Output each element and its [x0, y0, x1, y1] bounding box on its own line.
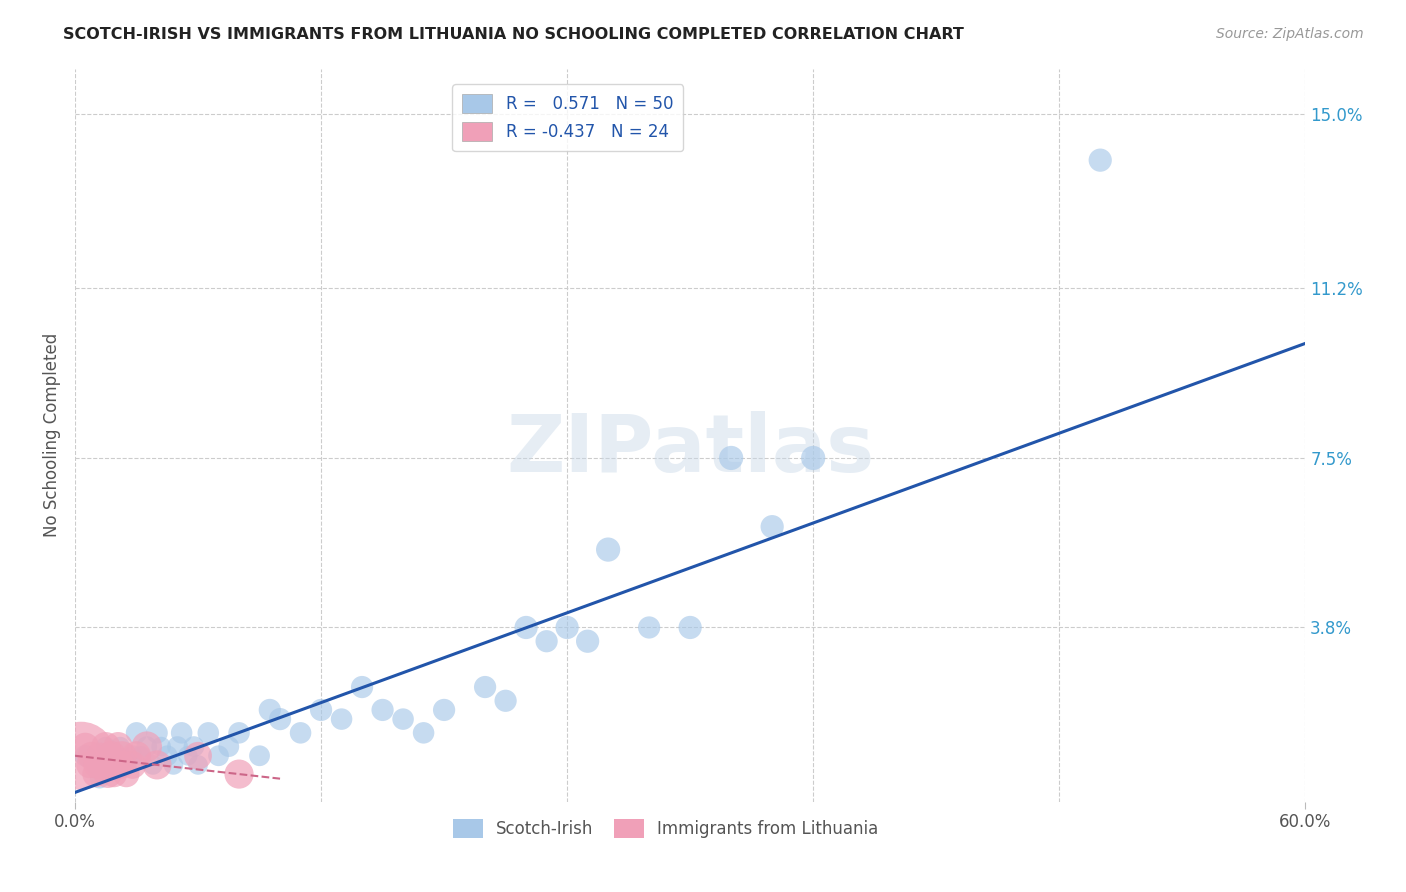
Point	[536, 634, 558, 648]
Point	[142, 758, 165, 772]
Point	[89, 748, 111, 763]
Point	[80, 748, 103, 763]
Point	[150, 739, 173, 754]
Point	[218, 739, 240, 754]
Point	[121, 758, 143, 772]
Point	[111, 748, 134, 763]
Legend: Scotch-Irish, Immigrants from Lithuania: Scotch-Irish, Immigrants from Lithuania	[446, 812, 884, 845]
Point	[392, 712, 415, 726]
Point	[352, 680, 374, 694]
Point	[75, 739, 97, 754]
Point	[761, 519, 783, 533]
Point	[249, 748, 271, 763]
Point	[228, 726, 250, 740]
Point	[89, 772, 111, 786]
Point	[70, 748, 93, 763]
Point	[135, 739, 157, 754]
Text: Source: ZipAtlas.com: Source: ZipAtlas.com	[1216, 27, 1364, 41]
Point	[166, 739, 188, 754]
Point	[115, 767, 138, 781]
Point	[576, 634, 599, 648]
Point	[309, 703, 332, 717]
Point	[125, 726, 148, 740]
Point	[183, 739, 205, 754]
Point	[86, 758, 108, 772]
Point	[330, 712, 353, 726]
Point	[94, 739, 117, 754]
Point	[84, 758, 107, 772]
Point	[107, 739, 129, 754]
Point	[187, 758, 209, 772]
Point	[105, 758, 128, 772]
Point	[720, 450, 742, 465]
Point	[495, 694, 517, 708]
Point	[1090, 153, 1112, 168]
Point	[801, 450, 824, 465]
Point	[98, 758, 121, 772]
Point	[259, 703, 281, 717]
Point	[105, 748, 128, 763]
Point	[598, 542, 620, 557]
Y-axis label: No Schooling Completed: No Schooling Completed	[44, 333, 60, 537]
Point	[207, 748, 229, 763]
Point	[177, 748, 200, 763]
Point	[108, 758, 131, 772]
Point	[135, 739, 157, 754]
Point	[170, 726, 193, 740]
Point	[97, 767, 120, 781]
Point	[146, 758, 169, 772]
Point	[121, 748, 143, 763]
Point	[228, 767, 250, 781]
Point	[125, 748, 148, 763]
Point	[129, 748, 152, 763]
Point	[101, 758, 124, 772]
Point	[103, 767, 125, 781]
Text: ZIPatlas: ZIPatlas	[506, 410, 875, 489]
Point	[162, 758, 184, 772]
Point	[156, 748, 179, 763]
Point	[474, 680, 496, 694]
Point	[269, 712, 291, 726]
Point	[515, 620, 537, 634]
Point	[371, 703, 394, 717]
Point	[197, 726, 219, 740]
Point	[101, 748, 124, 763]
Point	[555, 620, 578, 634]
Point	[433, 703, 456, 717]
Point	[108, 739, 131, 754]
Point	[84, 767, 107, 781]
Point	[290, 726, 312, 740]
Point	[94, 739, 117, 754]
Point	[187, 748, 209, 763]
Point	[115, 758, 138, 772]
Point	[679, 620, 702, 634]
Point	[90, 758, 112, 772]
Point	[75, 748, 97, 763]
Point	[146, 726, 169, 740]
Point	[412, 726, 434, 740]
Point	[79, 758, 101, 772]
Point	[638, 620, 661, 634]
Text: SCOTCH-IRISH VS IMMIGRANTS FROM LITHUANIA NO SCHOOLING COMPLETED CORRELATION CHA: SCOTCH-IRISH VS IMMIGRANTS FROM LITHUANI…	[63, 27, 965, 42]
